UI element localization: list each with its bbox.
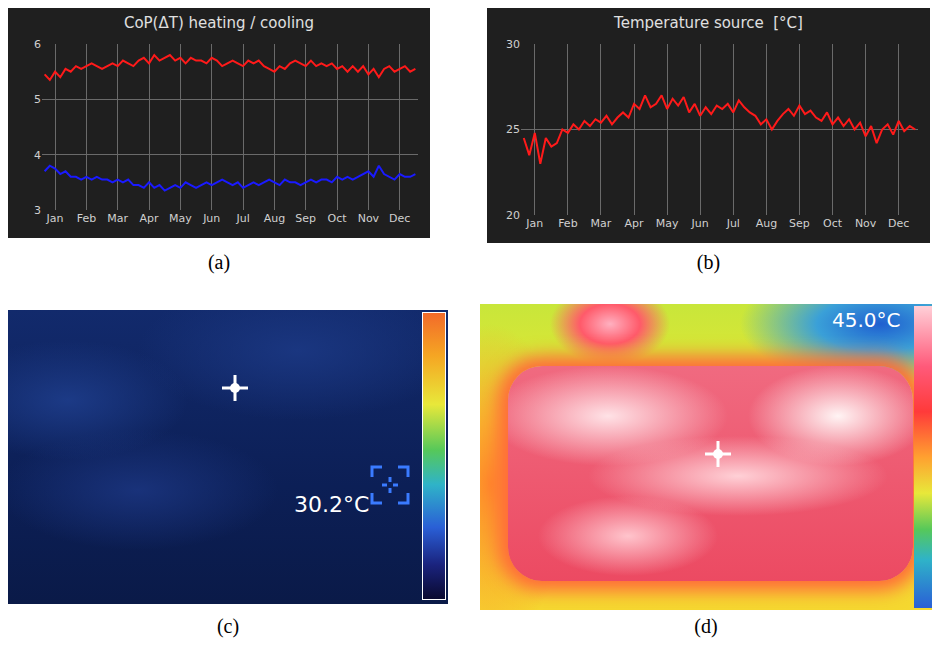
- svg-text:Oct: Oct: [823, 217, 843, 230]
- html-text:45.0°C: 45.0°C: [832, 308, 901, 332]
- svg-text:Temperature source [°C]: Temperature source [°C]: [613, 14, 803, 32]
- svg-text:May: May: [169, 212, 192, 225]
- svg-text:Jan: Jan: [525, 217, 543, 230]
- svg-text:Mar: Mar: [107, 212, 128, 225]
- svg-text:Nov: Nov: [358, 212, 380, 225]
- html-text:(b): (b): [696, 251, 721, 273]
- svg-text:Oct: Oct: [328, 212, 348, 225]
- svg-text:Nov: Nov: [855, 217, 877, 230]
- svg-text:5: 5: [34, 93, 41, 106]
- svg-text:Mar: Mar: [591, 217, 612, 230]
- html-text:(d): (d): [694, 615, 718, 637]
- svg-text:25: 25: [506, 123, 520, 136]
- svg-text:6: 6: [34, 38, 41, 51]
- svg-text:CoP(ΔT) heating / cooling: CoP(ΔT) heating / cooling: [124, 14, 314, 32]
- svg-text:Feb: Feb: [558, 217, 577, 230]
- svg-text:Sep: Sep: [789, 217, 810, 230]
- html-text:(c): (c): [216, 615, 240, 637]
- svg-text:Sep: Sep: [295, 212, 316, 225]
- svg-text:Dec: Dec: [389, 212, 410, 225]
- html-text:(a): (a): [207, 251, 231, 273]
- svg-text:Jul: Jul: [726, 217, 740, 230]
- svg-text:Aug: Aug: [264, 212, 285, 225]
- svg-text:Jun: Jun: [691, 217, 709, 230]
- svg-text:20: 20: [506, 209, 520, 222]
- svg-text:Dec: Dec: [888, 217, 909, 230]
- svg-text:Aug: Aug: [756, 217, 777, 230]
- svg-text:30: 30: [506, 38, 520, 51]
- svg-text:May: May: [656, 217, 679, 230]
- svg-text:Feb: Feb: [77, 212, 96, 225]
- svg-text:Jul: Jul: [235, 212, 249, 225]
- svg-text:4: 4: [34, 149, 41, 162]
- html-text:30.2°C: 30.2°C: [294, 492, 370, 517]
- svg-text:Jan: Jan: [46, 212, 64, 225]
- svg-text:Apr: Apr: [625, 217, 645, 230]
- svg-text:Apr: Apr: [140, 212, 160, 225]
- svg-text:Jun: Jun: [202, 212, 220, 225]
- svg-text:3: 3: [34, 204, 41, 217]
